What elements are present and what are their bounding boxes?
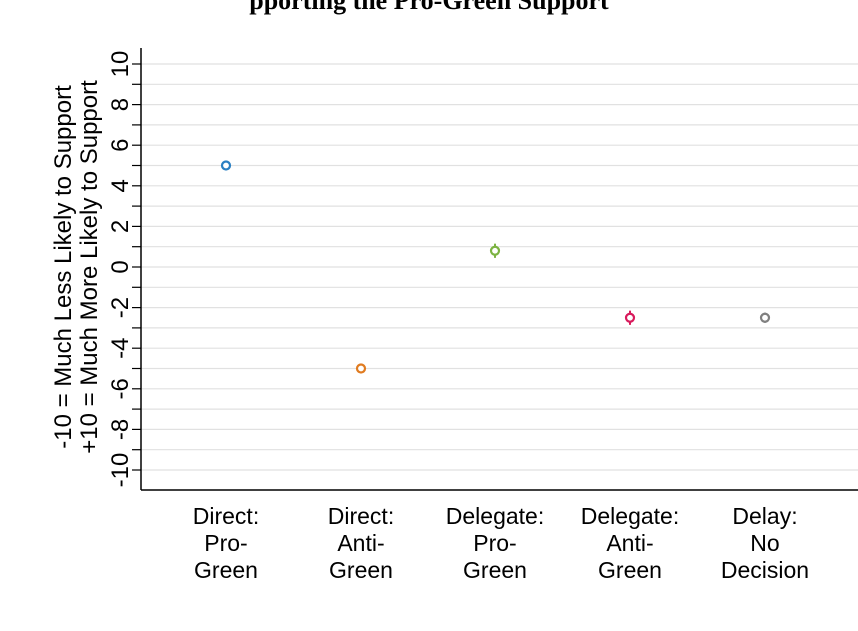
x-tick-label: Anti- [606, 530, 653, 556]
x-tick-label: Green [194, 557, 258, 583]
y-tick-label: 2 [107, 220, 134, 233]
point-marker [624, 312, 636, 323]
y-tick-label: -8 [107, 419, 134, 440]
data-point [220, 160, 232, 171]
y-tick-label: 8 [107, 98, 134, 111]
chart-title: pporting the Pro-Green Support [249, 0, 609, 15]
x-tick-label: Direct: [328, 503, 394, 529]
x-tick-label: No [750, 530, 779, 556]
data-point [489, 243, 501, 258]
y-tick-label: -10 [107, 453, 134, 488]
y-tick-label: 6 [107, 139, 134, 152]
data-point [624, 310, 636, 325]
y-tick-label: -2 [107, 297, 134, 318]
data-point [759, 312, 771, 323]
y-tick-label: 0 [107, 260, 134, 273]
x-tick-label: Delay: [732, 503, 797, 529]
x-tick-label: Direct: [193, 503, 259, 529]
y-tick-label: 10 [107, 51, 134, 78]
gridlines [141, 63, 858, 471]
x-tick-label: Pro- [204, 530, 247, 556]
y-axis-title-line: -10 = Much Less Likely to Support [50, 85, 77, 449]
x-tick-label: Delegate: [446, 503, 544, 529]
x-tick-label: Green [463, 557, 527, 583]
x-tick-label: Delegate: [581, 503, 679, 529]
y-tick-label: -6 [107, 378, 134, 399]
point-marker [759, 312, 771, 323]
x-tick-label: Anti- [337, 530, 384, 556]
y-tick-label: 4 [107, 179, 134, 192]
y-axis-title-line: +10 = Much More Likely to Support [76, 80, 103, 454]
x-tick-labels: Direct:Pro-GreenDirect:Anti-GreenDelegat… [193, 503, 809, 583]
point-marker [355, 363, 367, 374]
data-point [355, 363, 367, 374]
x-tick-label: Pro- [473, 530, 516, 556]
x-tick-label: Green [598, 557, 662, 583]
x-tick-label: Decision [721, 557, 809, 583]
point-marker [220, 160, 232, 171]
x-tick-label: Green [329, 557, 393, 583]
y-axis-title: -10 = Much Less Likely to Support +10 = M… [50, 80, 103, 454]
y-ticks: -10 -8 -6 -4 -2 0 2 4 6 8 10 [107, 51, 141, 488]
y-tick-label: -4 [107, 338, 134, 359]
data-points [220, 160, 771, 374]
point-marker [489, 245, 501, 256]
